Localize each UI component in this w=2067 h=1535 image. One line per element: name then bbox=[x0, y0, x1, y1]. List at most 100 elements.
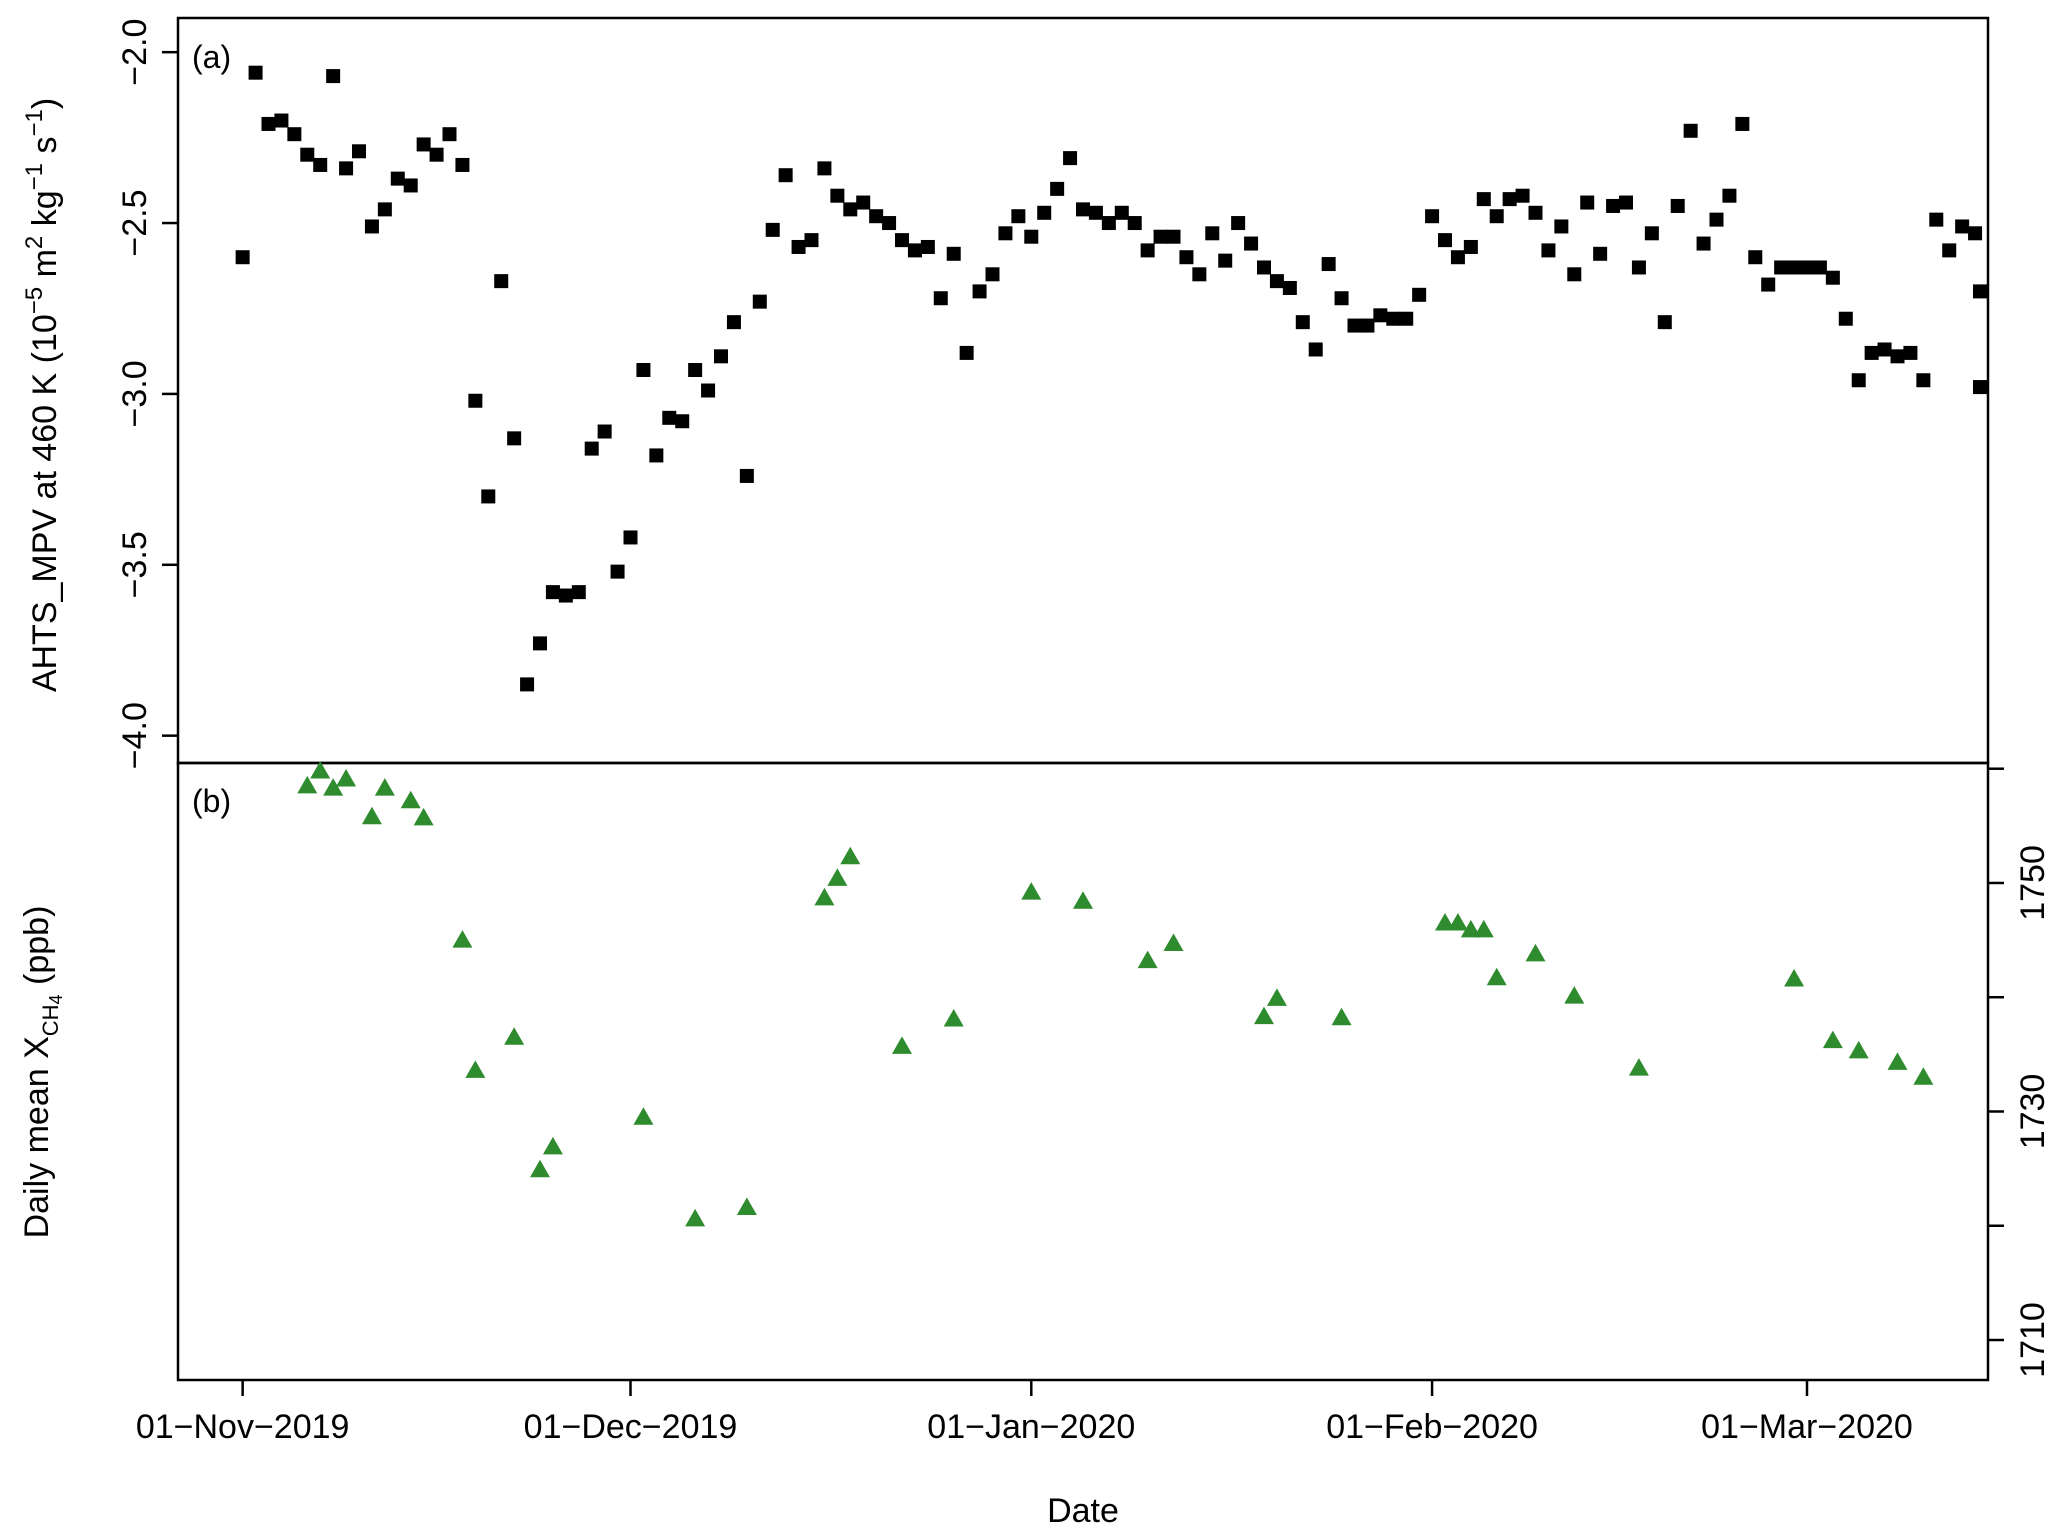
panel-b-point bbox=[1073, 891, 1093, 909]
panel-a-point bbox=[403, 178, 418, 193]
x-tick-label: 01−Dec−2019 bbox=[524, 1408, 738, 1446]
panel-b-point bbox=[1887, 1052, 1908, 1070]
panel-a-point bbox=[1644, 226, 1659, 241]
panel-a-point bbox=[1916, 373, 1931, 388]
panel-a-point bbox=[1101, 216, 1116, 231]
panel-a-point bbox=[1942, 243, 1957, 258]
panel-a-point bbox=[545, 585, 560, 600]
panel-a-point bbox=[352, 144, 366, 159]
panel-a-point bbox=[1024, 229, 1039, 244]
panel-a-point bbox=[520, 677, 535, 692]
panel-b-point bbox=[400, 790, 421, 809]
panel-a-point bbox=[571, 585, 586, 600]
panel-a-point bbox=[1257, 260, 1271, 275]
x-axis-title: Date bbox=[1047, 1492, 1119, 1530]
panel-a-point bbox=[1877, 342, 1892, 357]
panel-a-y-tick-label: −4.0 bbox=[116, 702, 154, 769]
panel-b-point bbox=[840, 846, 861, 865]
panel-a-point bbox=[778, 168, 793, 183]
panel-a-point bbox=[1037, 205, 1052, 220]
panel-a-point bbox=[1709, 212, 1724, 227]
panel-a-point bbox=[1295, 315, 1310, 330]
panel-a-point bbox=[830, 188, 845, 203]
panel-a-point bbox=[1567, 267, 1582, 282]
panel-b-point bbox=[1822, 1030, 1843, 1049]
panel-a-point bbox=[248, 65, 263, 80]
panel-a-point bbox=[959, 345, 974, 360]
panel-a-point bbox=[377, 202, 392, 217]
panel-a-point bbox=[1127, 216, 1142, 231]
panel-b-point bbox=[413, 807, 434, 826]
panel-a-point bbox=[1580, 195, 1595, 210]
panel-b-y-axis-title: Daily mean XCH4 (ppb) bbox=[18, 906, 66, 1239]
panel-a-point bbox=[1063, 151, 1078, 166]
panel-a-point bbox=[1373, 308, 1388, 323]
panel-b-point bbox=[1331, 1007, 1352, 1026]
panel-a-point bbox=[584, 441, 599, 456]
panel-a-point bbox=[1541, 243, 1556, 258]
panel-a-point bbox=[1968, 226, 1983, 241]
panel-a-point bbox=[895, 233, 909, 248]
panel-a-point bbox=[235, 250, 250, 265]
panel-a-point bbox=[1657, 315, 1672, 330]
panel-a-point bbox=[752, 294, 767, 309]
panel-b-frame bbox=[176, 761, 1990, 1382]
panel-a-point bbox=[468, 393, 483, 408]
panel-a-point bbox=[817, 161, 832, 176]
panel-b-point bbox=[1784, 968, 1805, 987]
panel-a-point bbox=[804, 233, 819, 248]
panel-b-point bbox=[685, 1208, 706, 1227]
panel-a-point bbox=[1528, 205, 1543, 220]
panel-a-point bbox=[920, 239, 935, 254]
panel-b-point bbox=[1564, 986, 1585, 1004]
panel-a-point bbox=[610, 564, 625, 579]
panel-a-point bbox=[1973, 284, 1987, 299]
x-tick-label: 01−Nov−2019 bbox=[136, 1408, 350, 1446]
panel-a-point bbox=[1489, 209, 1504, 224]
panel-b-point bbox=[530, 1159, 550, 1178]
panel-a-point bbox=[701, 383, 716, 398]
panel-a-point bbox=[1851, 373, 1866, 388]
panel-b-point bbox=[542, 1136, 563, 1155]
panel-b-point bbox=[1460, 919, 1481, 938]
panel-a-point bbox=[507, 431, 522, 446]
panel-a-point bbox=[1114, 205, 1129, 220]
panel-a-point bbox=[1153, 229, 1168, 244]
panel-a-point bbox=[1619, 195, 1633, 210]
panel-a-point bbox=[1438, 233, 1452, 248]
panel-a-point bbox=[1787, 260, 1802, 275]
panel-a-point bbox=[1554, 219, 1569, 234]
panel-a-point bbox=[1696, 236, 1711, 251]
panel-a-point bbox=[533, 636, 547, 651]
panel-a-point bbox=[1476, 192, 1491, 207]
panel-b-point bbox=[1473, 919, 1494, 938]
panel-a-point bbox=[1205, 226, 1220, 241]
panel-a-point bbox=[907, 243, 922, 258]
panel-a-point bbox=[1308, 342, 1323, 357]
panel-a-point bbox=[1231, 216, 1246, 231]
panel-a-point bbox=[1166, 229, 1181, 244]
panel-a-point bbox=[597, 424, 612, 439]
panel-a-point bbox=[1282, 280, 1297, 295]
x-tick-label: 01−Jan−2020 bbox=[927, 1408, 1135, 1446]
panel-a-point bbox=[1825, 270, 1840, 285]
panel-b-point bbox=[361, 806, 382, 825]
panel-a-point bbox=[287, 127, 302, 142]
panel-a-point bbox=[1735, 116, 1750, 131]
panel-a-point bbox=[933, 291, 948, 306]
panel-a-point bbox=[649, 448, 664, 463]
panel-a-y-tick-label: −2.0 bbox=[116, 19, 154, 86]
panel-a-y-tick-label: −3.5 bbox=[116, 531, 154, 598]
panel-b-point bbox=[827, 868, 848, 886]
panel-a-point bbox=[1412, 287, 1427, 302]
panel-a-y-tick-label: −3.0 bbox=[116, 360, 154, 427]
panel-a-point bbox=[882, 216, 897, 231]
panel-b-point bbox=[310, 760, 331, 779]
panel-b-point bbox=[1447, 912, 1468, 931]
panel-a-point bbox=[300, 147, 315, 162]
panel-a-point bbox=[1761, 277, 1776, 292]
panel-b-point bbox=[1435, 912, 1455, 931]
panel-a-point bbox=[843, 202, 858, 217]
panel-a-point bbox=[1192, 267, 1207, 282]
